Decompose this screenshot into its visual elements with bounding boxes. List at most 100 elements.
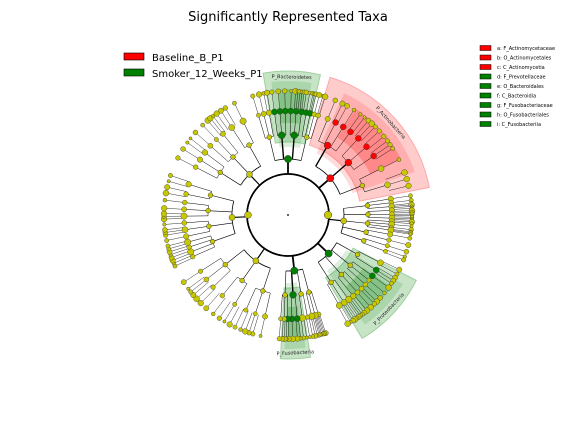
branch-family [306,92,310,113]
branch-class [269,137,276,161]
branch-family [165,192,186,197]
branch-family [375,148,393,160]
branch-family [291,318,293,339]
node-class [278,131,286,139]
branch-order [188,239,212,248]
node-family [162,189,170,197]
node-family [175,155,181,161]
branch-order [365,234,389,241]
node-family [403,248,410,255]
branch-order [283,294,286,319]
node-order [340,299,348,306]
branch-family [183,271,201,283]
branch-family [301,92,305,112]
branch-family [391,204,412,207]
node-family [222,105,228,111]
branch-family [212,116,226,133]
node-phylum-1 [326,174,335,183]
node-family [372,124,378,130]
node-order [278,316,283,322]
branch-family [193,281,209,296]
clade-subsector-3-2 [345,267,392,313]
node-order [340,123,347,131]
branch-family [164,227,185,231]
branch-order [324,122,336,144]
branch-family [391,206,412,209]
branch-order [307,114,315,138]
branch-order [184,209,209,211]
node-order [386,237,392,243]
branch-family [371,140,388,154]
clade-label-1: P_Bacteroidetes [271,74,312,81]
branch-order [294,111,297,136]
node-order [239,117,247,125]
branch-family [358,123,373,139]
node-family [185,140,190,145]
branch-family [195,132,211,146]
key-swatch-i [479,121,492,127]
node-order [187,248,195,256]
branch-order [188,184,212,192]
node-order [183,233,190,240]
branch-family [317,314,324,335]
node-order [253,311,258,316]
node-order [377,259,384,266]
branch-order [367,226,391,231]
node-family [344,103,350,109]
node-class [364,220,371,227]
node-family [385,284,392,291]
branch-order [367,224,392,228]
branch-order [302,293,308,318]
tree-nodes [160,88,416,343]
node-family [238,327,243,332]
branch-class [339,185,363,195]
node-class [359,182,365,189]
branch-order [355,257,377,271]
node-order [276,108,284,115]
taxon-key: a: F_Actinomycetaceae b: O_Actinomycetal… [479,45,555,128]
key-swatch-h [479,111,492,118]
branch-family [196,285,212,299]
node-family [168,173,173,178]
branch-family [245,312,253,332]
branch-order [268,112,274,137]
branch-family [164,208,185,210]
branch-family [294,91,296,112]
branch-order [344,271,362,289]
branch-family [389,185,409,191]
clade-subsector-3-1 [327,250,403,325]
branch-order [306,292,313,317]
clade-sector-2 [308,76,430,202]
branch-family [348,114,361,131]
key-label-h: h: O_Fusobacteriales [497,113,549,119]
node-order [282,107,289,115]
node-family [276,336,282,342]
branch-order [195,166,218,179]
branch-family [374,272,392,284]
node-family [376,128,382,134]
branch-family [350,298,363,315]
node-family [186,286,191,291]
node-order [232,301,238,307]
clade-label-4: P_Fusobacteria [276,349,314,357]
node-phylum-5 [252,257,260,265]
branch-family [190,279,207,293]
branch-class [210,194,234,202]
branch-family [347,300,359,318]
node-class [347,262,353,268]
node-family [222,319,227,324]
branch-family [258,94,264,114]
node-family [282,88,288,94]
node-family [377,295,383,301]
node-class [338,271,345,278]
branch-class [284,270,287,295]
branch-family [248,313,256,333]
branch-family [319,314,326,334]
clade-subsector-2-2 [337,108,401,174]
branch-family [170,175,190,183]
branch-family [168,181,188,187]
node-order [181,226,189,233]
branch-class [296,270,302,294]
branch-family [295,318,298,339]
branch-family [166,236,187,241]
